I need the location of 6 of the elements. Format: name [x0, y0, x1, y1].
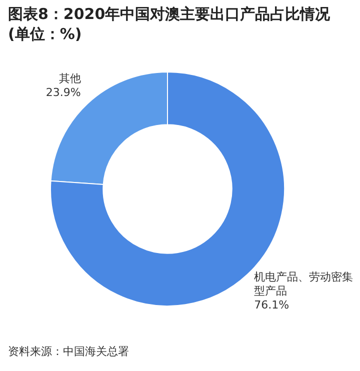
data-label: 76.1% [254, 298, 290, 312]
slice-label: 机电产品、劳动密集型产品 [254, 270, 354, 298]
slice-label: 其他 [58, 72, 81, 86]
text: 资料来源：中国海关总署 [8, 344, 129, 359]
data-label: 23.9% [46, 86, 81, 100]
chart-title: 图表8：2020年中国对澳主要出口产品占比情况(单位：%) [8, 4, 332, 44]
